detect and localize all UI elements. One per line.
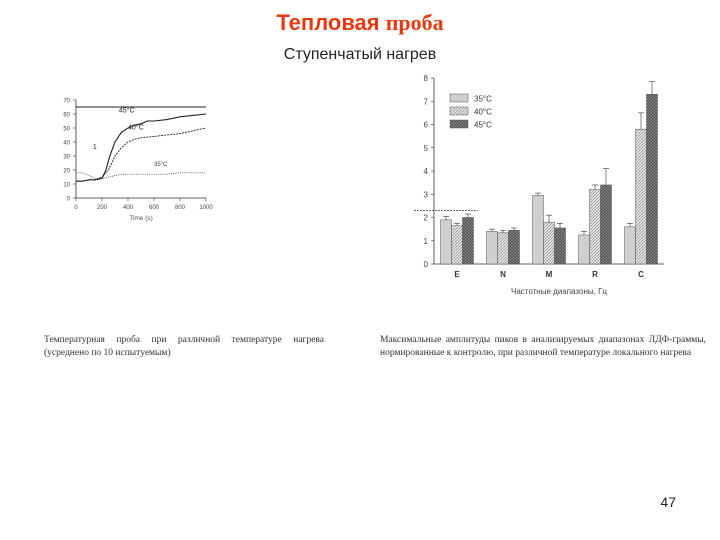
y-tick-label: 30: [63, 155, 70, 161]
temperature-line-chart: 0 10 20 30 40 50 60 70 0 200 400 600 800 1000 Time (s)…: [63, 99, 213, 223]
bar: [589, 189, 601, 265]
y-tick-label: 20: [63, 169, 70, 175]
legend-swatch: [449, 93, 469, 103]
y-tick-label: 50: [63, 127, 70, 133]
x-tick-label: 200: [97, 205, 108, 211]
y-tick-label: 40: [63, 141, 70, 147]
x-tick-label: 800: [175, 205, 186, 211]
x-tick-label: C: [638, 270, 644, 279]
title-part-2: проба: [385, 10, 444, 35]
bar: [462, 217, 474, 265]
bar: [635, 128, 647, 265]
x-tick-label: R: [592, 270, 598, 279]
x-axis-label: Time (s): [129, 215, 153, 222]
y-tick-label: 1: [424, 237, 429, 246]
y-tick-label: 6: [424, 121, 429, 130]
bar: [532, 195, 544, 265]
y-tick-label: 10: [63, 183, 70, 189]
annotation-marker: 1: [93, 144, 97, 151]
x-tick-label: M: [546, 270, 553, 279]
page-number: 47: [660, 494, 676, 510]
legend-label: 45°C: [474, 121, 492, 130]
series-line-3: [76, 172, 206, 179]
y-tick-label: 3: [424, 190, 429, 199]
bar: [497, 232, 509, 265]
bar: [508, 230, 520, 265]
y-tick-label: 60: [63, 113, 70, 119]
y-tick-label: 0: [424, 260, 429, 269]
caption-left: Температурная проба при различной темпер…: [44, 335, 324, 358]
x-axis-label: Частотные диапазоны, Гц: [511, 287, 607, 296]
bar: [440, 219, 452, 265]
legend-label: 40°C: [474, 108, 492, 117]
bar: [578, 234, 590, 265]
bar: [624, 226, 636, 265]
slide-title: Тепловая проба: [0, 10, 720, 36]
bar: [646, 94, 658, 265]
x-tick-label: N: [500, 270, 506, 279]
x-tick-label: 1000: [199, 205, 213, 211]
legend-label: 35°C: [474, 95, 492, 104]
bar: [451, 225, 463, 265]
y-tick-label: 8: [424, 74, 429, 83]
annotation-45c: 45°C: [119, 107, 135, 115]
y-tick-label: 2: [424, 214, 429, 223]
slide-subtitle: Ступенчатый нагрев: [283, 46, 437, 63]
x-tick-label: 400: [123, 205, 134, 211]
caption-right: Максимальные амплитуды пиков в анализиру…: [380, 335, 706, 358]
y-tick-label: 5: [424, 144, 429, 153]
y-tick-label: 70: [63, 99, 70, 105]
peak-amplitude-bar-chart: 0 1 2 3 4 5 6 7 8 E N M R C Частотные диапазоны, Гц 35°…: [414, 74, 664, 296]
title-part-1: Тепловая: [276, 10, 380, 35]
annotation-35c: 35°C: [154, 162, 168, 168]
y-tick-label: 0: [67, 197, 71, 203]
x-tick-label: E: [454, 270, 460, 279]
x-tick-label: 0: [74, 205, 78, 211]
series-line-2: [76, 127, 207, 182]
y-tick-label: 7: [424, 97, 429, 106]
bar: [543, 221, 555, 265]
annotation-40c: 40°C: [128, 123, 144, 131]
y-tick-label: 4: [424, 167, 429, 176]
bar: [600, 184, 612, 265]
legend-swatch: [449, 119, 469, 129]
bar: [554, 227, 566, 265]
x-tick-label: 600: [149, 205, 160, 211]
bar: [486, 231, 498, 265]
legend-swatch: [449, 106, 469, 116]
